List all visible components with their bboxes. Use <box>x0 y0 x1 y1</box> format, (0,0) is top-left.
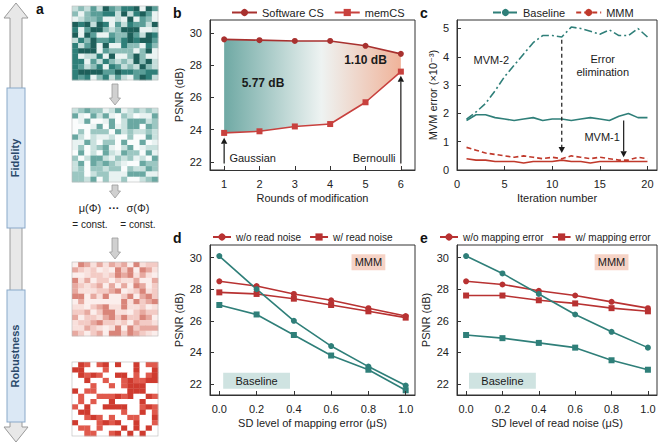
svg-text:Gaussian: Gaussian <box>229 152 275 164</box>
svg-text:1.10 dB: 1.10 dB <box>344 53 387 67</box>
svg-text:0.6: 0.6 <box>323 403 338 415</box>
svg-text:w/ read noise: w/ read noise <box>332 232 393 243</box>
svg-text:26: 26 <box>437 315 449 327</box>
svg-text:MMM: MMM <box>355 256 383 268</box>
svg-text:0.0: 0.0 <box>458 403 473 415</box>
svg-text:Bernoulli: Bernoulli <box>353 152 396 164</box>
svg-text:2: 2 <box>443 107 449 119</box>
svg-text:1.0: 1.0 <box>398 403 413 415</box>
svg-text:w/o mapping error: w/o mapping error <box>462 232 544 243</box>
svg-text:22: 22 <box>190 378 202 390</box>
svg-text:6: 6 <box>398 178 404 190</box>
svg-text:Software CS: Software CS <box>262 7 324 19</box>
svg-text:Error: Error <box>590 53 615 65</box>
svg-text:PSNR (dB): PSNR (dB) <box>420 293 432 347</box>
svg-text:22: 22 <box>437 378 449 390</box>
svg-text:w/o read noise: w/o read noise <box>235 232 301 243</box>
svg-text:0.4: 0.4 <box>531 403 546 415</box>
svg-text:1: 1 <box>443 136 449 148</box>
svg-text:0.0: 0.0 <box>212 403 227 415</box>
svg-text:MMM: MMM <box>606 7 634 19</box>
svg-text:σ(Φ): σ(Φ) <box>127 202 150 214</box>
svg-text:5: 5 <box>443 22 449 34</box>
svg-text:20: 20 <box>641 178 653 190</box>
svg-text:PSNR (dB): PSNR (dB) <box>173 293 185 347</box>
svg-text:Baseline: Baseline <box>235 375 277 387</box>
svg-text:0.6: 0.6 <box>568 403 583 415</box>
svg-text:0.2: 0.2 <box>249 403 264 415</box>
svg-text:15: 15 <box>594 178 606 190</box>
svg-text:= const.: = const. <box>72 219 107 230</box>
svg-text:28: 28 <box>190 59 202 71</box>
svg-text:5: 5 <box>362 178 368 190</box>
svg-text:26: 26 <box>190 91 202 103</box>
svg-text:μ(Φ): μ(Φ) <box>79 202 101 214</box>
svg-text:a: a <box>36 1 44 17</box>
svg-text:10: 10 <box>546 178 558 190</box>
svg-text:30: 30 <box>190 27 202 39</box>
svg-text:30: 30 <box>190 252 202 264</box>
svg-text:1.0: 1.0 <box>640 403 655 415</box>
svg-text:5.77 dB: 5.77 dB <box>242 76 285 90</box>
svg-text:Baseline: Baseline <box>481 375 523 387</box>
svg-text:0.8: 0.8 <box>604 403 619 415</box>
svg-text:MVM-2: MVM-2 <box>474 54 509 66</box>
svg-text:b: b <box>173 5 182 21</box>
svg-text:4: 4 <box>443 51 449 63</box>
svg-text:c: c <box>420 5 428 21</box>
svg-text:24: 24 <box>437 346 449 358</box>
svg-text:e: e <box>420 230 428 246</box>
svg-text:SD level of read noise (μS): SD level of read noise (μS) <box>491 417 623 429</box>
svg-text:30: 30 <box>437 252 449 264</box>
svg-text:0: 0 <box>443 164 449 176</box>
svg-text:0.4: 0.4 <box>286 403 301 415</box>
svg-text:PSNR (dB): PSNR (dB) <box>173 68 185 122</box>
svg-text:d: d <box>173 230 182 246</box>
svg-text:Robustness: Robustness <box>9 325 21 388</box>
svg-text:26: 26 <box>190 315 202 327</box>
svg-text:24: 24 <box>190 346 202 358</box>
svg-text:0.2: 0.2 <box>495 403 510 415</box>
svg-text:w/ mapping error: w/ mapping error <box>575 232 652 243</box>
svg-text:5: 5 <box>502 178 508 190</box>
svg-text:28: 28 <box>190 283 202 295</box>
svg-text:1: 1 <box>221 178 227 190</box>
svg-text:2: 2 <box>256 178 262 190</box>
svg-text:3: 3 <box>292 178 298 190</box>
svg-text:0: 0 <box>454 178 460 190</box>
svg-text:···: ··· <box>109 202 120 214</box>
svg-text:Fidelity: Fidelity <box>9 138 21 177</box>
svg-text:22: 22 <box>190 156 202 168</box>
svg-text:MVM error (×10⁻³): MVM error (×10⁻³) <box>427 50 439 140</box>
svg-text:24: 24 <box>190 124 202 136</box>
svg-text:SD level of mapping error (μS): SD level of mapping error (μS) <box>238 417 387 429</box>
svg-text:memCS: memCS <box>365 7 405 19</box>
svg-text:= const.: = const. <box>120 219 155 230</box>
svg-text:4: 4 <box>327 178 333 190</box>
svg-text:28: 28 <box>437 283 449 295</box>
svg-text:0.8: 0.8 <box>361 403 376 415</box>
svg-text:Iteration number: Iteration number <box>517 192 597 204</box>
svg-text:Baseline: Baseline <box>523 7 565 19</box>
svg-text:MMM: MMM <box>598 256 626 268</box>
svg-text:3: 3 <box>443 79 449 91</box>
svg-text:MVM-1: MVM-1 <box>584 131 619 143</box>
svg-text:Rounds of modification: Rounds of modification <box>257 192 369 204</box>
svg-text:elimination: elimination <box>576 66 629 78</box>
